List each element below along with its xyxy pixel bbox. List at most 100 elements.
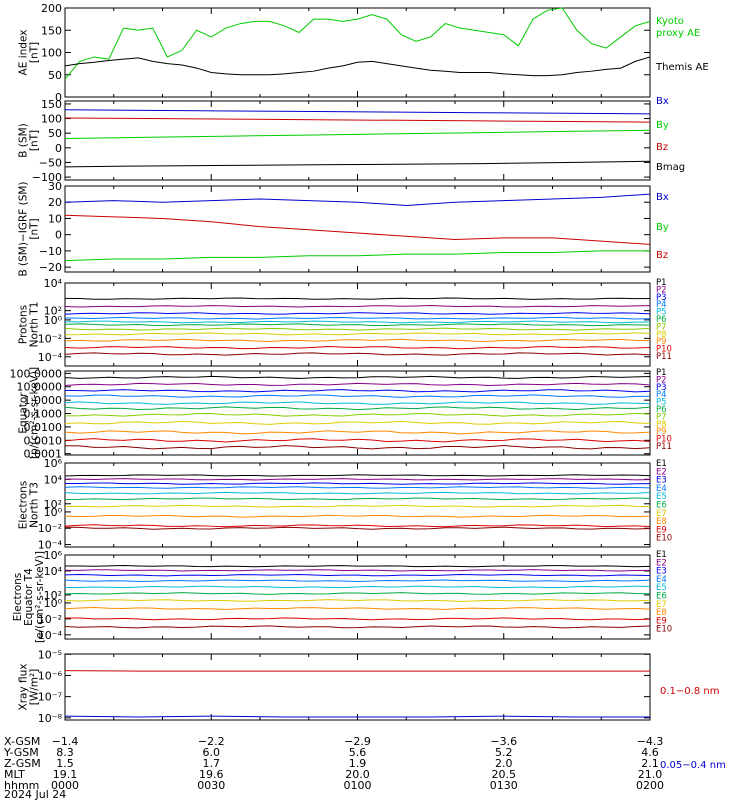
y-tick-label: 10⁶ (44, 457, 63, 470)
series-line-p3 (64, 312, 651, 315)
legend-e1: E1 (656, 459, 667, 469)
ephemeris-value: 1.7 (203, 757, 221, 770)
y-axis-title: [e/(cm²-s-sr-keV)] (34, 551, 46, 643)
legend-e4: E4 (656, 575, 667, 585)
legend-p1: P1 (656, 368, 667, 378)
legend-p10: P10 (656, 435, 672, 445)
series-line-p9 (64, 338, 651, 342)
legend-e10: E10 (656, 625, 672, 635)
legend-p4: P4 (656, 390, 667, 400)
panel-b_sm_igrf: 30 20 10 0 −10 −20 B (SM)−IGRF (SM) [nT] Bx By Bz (18, 180, 669, 277)
ephemeris-value: 2.0 (495, 757, 513, 770)
ephemeris-value: 1.9 (349, 757, 367, 770)
y-tick-label: 10⁰ (44, 506, 63, 519)
y-tick-label: 10² (44, 498, 62, 511)
legend-p10: P10 (656, 345, 672, 355)
series-line-p5 (64, 401, 651, 405)
panel-frame (64, 7, 651, 98)
series-line-p10 (64, 438, 651, 443)
y-tick-label: 10⁻⁴ (38, 351, 63, 364)
series-line-by (64, 129, 651, 139)
series-line-p10 (64, 345, 651, 350)
legend-p7: P7 (656, 412, 667, 422)
y-tick-label: 0.0100 (24, 421, 63, 434)
ephemeris-value: 5.6 (349, 746, 367, 759)
legend-p3: P3 (656, 383, 667, 393)
series-line-e2 (64, 569, 651, 572)
legend-p6: P6 (656, 405, 667, 415)
legend-p6: P6 (656, 315, 667, 325)
y-tick-label: 30 (48, 180, 62, 193)
legend-e8: E8 (656, 517, 667, 527)
series-line-p2 (64, 382, 651, 386)
legend-e9: E9 (656, 616, 667, 626)
legend-kyoto: proxy AE (656, 28, 700, 39)
legend-e3: E3 (656, 567, 667, 577)
y-tick-label: 1.0000 (24, 394, 63, 407)
y-axis-title: Electrons (12, 573, 24, 622)
legend-p11: P11 (656, 352, 672, 362)
y-tick-label: 10.0000 (17, 381, 63, 394)
series-line-e6 (64, 592, 651, 595)
ephemeris-value: 2.1 (641, 757, 659, 770)
series-line-e5 (64, 491, 651, 495)
y-axis-title: B (SM)−IGRF (SM) (18, 181, 30, 276)
y-tick-label: 0 (55, 91, 62, 104)
ephemeris-value: 5.2 (495, 746, 513, 759)
panel-frame (64, 653, 651, 721)
legend-xray-short: 0.05−0.4 nm (660, 760, 726, 771)
legend-p7: P7 (656, 322, 667, 332)
y-axis-title: B (SM) (18, 123, 30, 157)
y-tick-label: 100.0000 (10, 367, 63, 380)
series-line-p8 (64, 332, 651, 336)
series-line-p7 (64, 327, 651, 331)
y-axis-title: AE index (18, 30, 30, 76)
ephemeris-value: 4.6 (641, 746, 659, 759)
y-tick-label: 10⁻⁴ (38, 539, 63, 552)
series-line-p7 (64, 412, 651, 417)
y-axis-title: [nT] (29, 42, 41, 63)
y-tick-label: 10⁴ (44, 565, 63, 578)
series-line-bmag (64, 160, 651, 168)
series-line-e10 (64, 625, 651, 629)
series-line-p6 (64, 406, 651, 411)
panel-frame (64, 554, 651, 640)
panel-protons_equator: 100.000010.00001.00000.10000.01000.00100… (10, 367, 672, 461)
legend-e2: E2 (656, 467, 667, 477)
legend-p11: P11 (656, 442, 672, 452)
y-axis-title: North T3 (29, 482, 41, 528)
series-line-kyoto-ae (64, 7, 651, 80)
ephemeris-value: 20.5 (492, 768, 517, 781)
y-tick-label: 0 (55, 142, 62, 155)
y-tick-label: 20 (48, 196, 62, 209)
ephemeris-value: −1.4 (52, 735, 79, 748)
legend-p3: P3 (656, 293, 667, 303)
legend-xray-long: 0.1−0.8 nm (660, 686, 719, 697)
series-line-e5 (64, 585, 651, 589)
y-tick-label: 10⁻² (38, 613, 62, 626)
ephemeris-value: 0030 (197, 779, 225, 792)
series-line-bx (64, 109, 651, 115)
ephemeris-date: 2024 Jul 24 (4, 788, 66, 800)
ephemeris-row-label: MLT (4, 768, 25, 781)
series-line-p11 (64, 445, 651, 450)
series-line-bz (64, 214, 651, 245)
y-tick-label: 100 (41, 113, 62, 126)
y-tick-label: 0.0010 (24, 434, 63, 447)
series-line-e10 (64, 526, 651, 530)
ephemeris-value: −4.3 (637, 735, 664, 748)
legend-e6: E6 (656, 501, 667, 511)
y-tick-label: 0 (55, 229, 62, 242)
series-line-bx (64, 193, 651, 206)
ephemeris-value: 8.3 (56, 746, 74, 759)
ephemeris-value: 19.6 (199, 768, 224, 781)
ephemeris-value: 0100 (344, 779, 372, 792)
ephemeris-value: 0000 (51, 779, 79, 792)
legend-p9: P9 (656, 337, 667, 347)
series-line-e8 (64, 514, 651, 518)
